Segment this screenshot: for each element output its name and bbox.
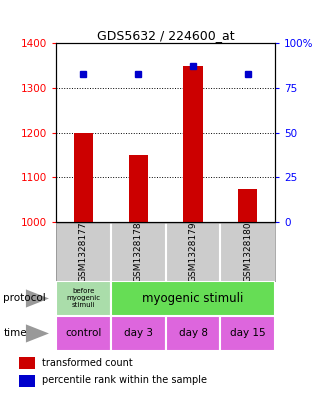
FancyBboxPatch shape: [166, 316, 220, 351]
FancyBboxPatch shape: [56, 281, 111, 316]
Text: GSM1328179: GSM1328179: [188, 222, 197, 282]
Bar: [74, 132, 93, 222]
Bar: [19, 375, 35, 387]
FancyBboxPatch shape: [111, 316, 166, 351]
Text: day 8: day 8: [179, 329, 207, 338]
Bar: [129, 155, 148, 222]
FancyBboxPatch shape: [111, 281, 275, 316]
Text: GSM1328177: GSM1328177: [79, 222, 88, 282]
Text: GSM1328178: GSM1328178: [134, 222, 143, 282]
Text: time: time: [3, 329, 27, 338]
Text: transformed count: transformed count: [42, 358, 133, 368]
Bar: [238, 189, 257, 222]
Text: percentile rank within the sample: percentile rank within the sample: [42, 375, 207, 386]
Bar: [183, 66, 203, 222]
Polygon shape: [26, 324, 49, 343]
Bar: [19, 357, 35, 369]
Text: control: control: [65, 329, 101, 338]
Polygon shape: [26, 289, 49, 308]
FancyBboxPatch shape: [220, 316, 275, 351]
Title: GDS5632 / 224600_at: GDS5632 / 224600_at: [97, 29, 235, 42]
Text: day 3: day 3: [124, 329, 153, 338]
Text: protocol: protocol: [3, 294, 46, 303]
Text: GSM1328180: GSM1328180: [243, 222, 252, 282]
Text: myogenic stimuli: myogenic stimuli: [142, 292, 244, 305]
Text: before
myogenic
stimuli: before myogenic stimuli: [66, 288, 100, 309]
FancyBboxPatch shape: [56, 316, 111, 351]
Text: day 15: day 15: [230, 329, 266, 338]
